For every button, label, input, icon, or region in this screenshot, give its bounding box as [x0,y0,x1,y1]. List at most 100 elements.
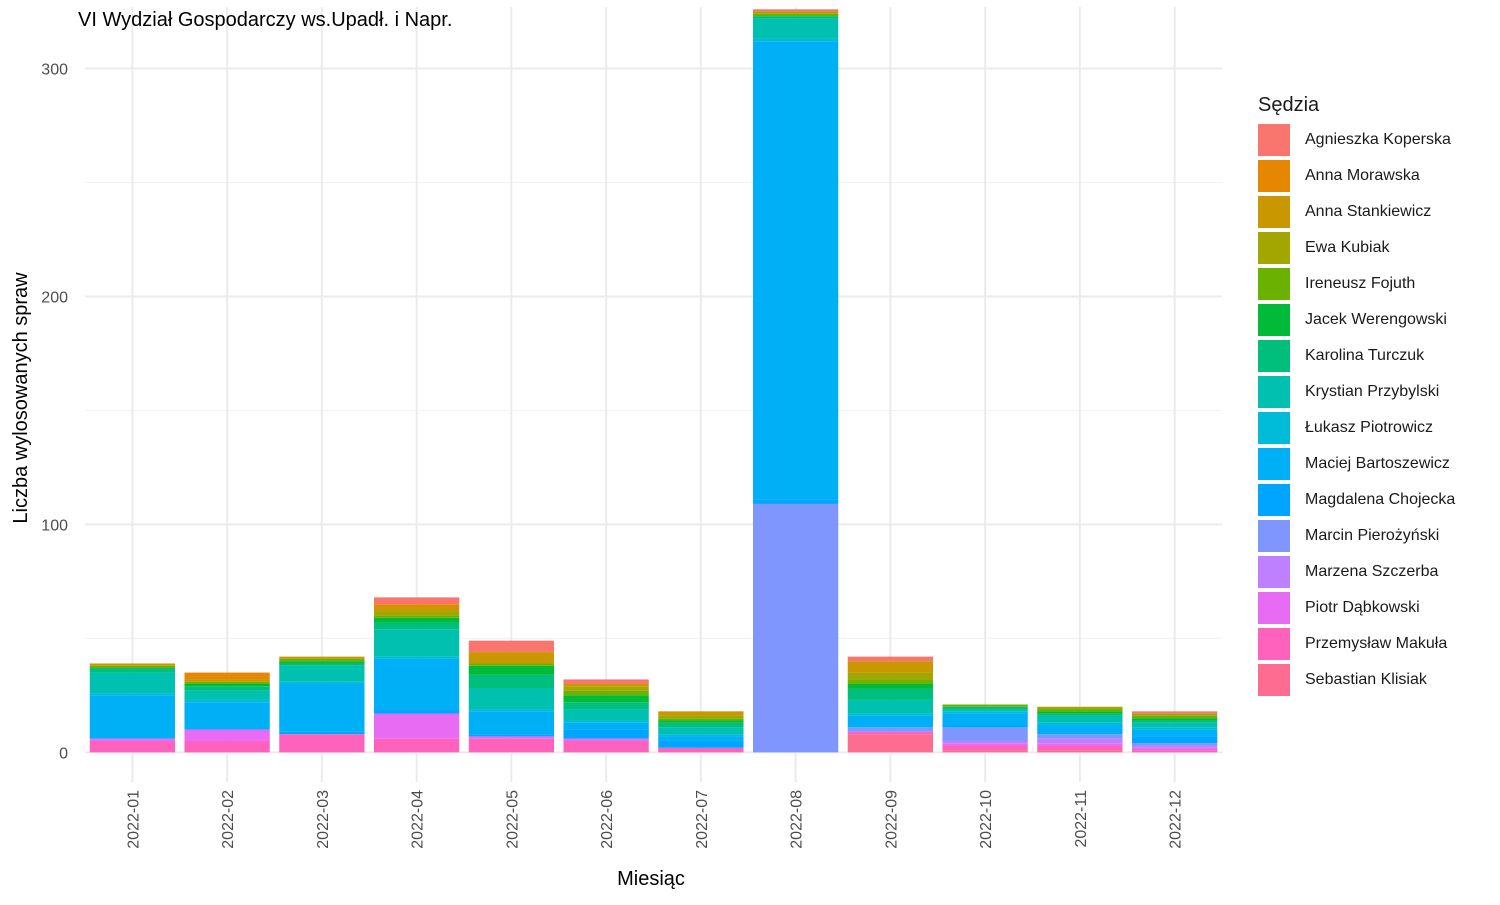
legend-label: Anna Morawska [1305,167,1420,184]
bar-segment [468,688,555,710]
bar-segment [373,615,460,618]
bar-segment [1131,715,1218,719]
bar-segment [468,738,555,753]
bar-segment [563,683,649,687]
legend-swatch [1258,196,1290,228]
bar-segment [468,674,555,689]
bar-segment [658,720,744,723]
bar-segment [1037,722,1123,726]
bar-segment [847,734,934,753]
bar-segment [563,702,649,710]
legend-swatch [1258,628,1290,660]
legend-swatch [1258,376,1290,408]
bar-segment [184,672,270,680]
bar-segment [847,688,934,700]
legend-swatch [1258,592,1290,624]
bar-segment [89,663,176,666]
bar-segment [658,747,744,753]
bar-segment [1131,711,1218,714]
legend-swatch [1258,448,1290,480]
legend-swatch [1258,268,1290,300]
x-tick-label: 2022-12 [1168,790,1185,849]
legend-item: Karolina Turczuk [1258,338,1498,374]
y-tick-label: 200 [41,289,68,306]
bar-segment [847,656,934,662]
bar-segment [942,745,1028,751]
bar-segment [468,734,555,737]
legend-label: Przemysław Makuła [1305,635,1448,652]
bar-segment [89,672,176,694]
bar-segment [89,668,176,673]
bar-segment [1131,718,1218,721]
bar-segment [1037,738,1123,744]
bar-segment [373,709,460,714]
legend-item: Marzena Szczerba [1258,554,1498,590]
chart-title: VI Wydział Gospodarczy ws.Upadł. i Napr. [78,9,452,31]
bar-segment [468,709,555,712]
legend-swatch [1258,304,1290,336]
x-tick-label: 2022-01 [125,790,142,849]
bar-segment [658,734,744,737]
bar-segment [468,665,555,675]
y-tick-label: 0 [59,745,68,762]
bar-segment [1131,745,1218,748]
x-tick-label: 2022-09 [883,790,900,849]
bar-segment [373,629,460,657]
legend-label: Agnieszka Koperska [1305,131,1451,148]
bar-segment [89,695,176,739]
bar-segment [279,658,365,662]
x-tick-label: 2022-07 [694,790,711,849]
bar-segment [563,679,649,684]
bar-segment [279,661,365,664]
bar-segment [1037,706,1123,710]
bar-segment [1037,709,1123,712]
bar-segment [373,604,460,607]
bar-segment [563,686,649,691]
legend-swatch [1258,124,1290,156]
legend-label: Magdalena Chojecka [1305,491,1456,508]
bar-segment [752,38,839,42]
bar-segment [184,686,270,691]
bar-segment [468,736,555,739]
bar-segment [847,727,934,732]
bar-segment [752,11,839,14]
y-axis-title: Liczba wylosowanych spraw [10,272,32,524]
legend-label: Sebastian Klisiak [1305,671,1427,688]
bar-segment [184,683,270,687]
bar-segment [184,702,270,730]
bar-segment [1037,713,1123,716]
bar-segment [847,713,934,716]
bar-segment [1131,722,1218,728]
bar-segment [373,622,460,630]
legend-swatch [1258,412,1290,444]
legend-item: Jacek Werengowski [1258,302,1498,338]
bar-segment [184,699,270,703]
x-tick-label: 2022-08 [789,790,806,849]
bar-segment [563,720,649,723]
bar-segment [563,740,649,753]
bar-segment [658,736,744,741]
legend-label: Jacek Werengowski [1305,311,1447,328]
legend-item: Marcin Pierożyński [1258,518,1498,554]
bar-segment [942,704,1028,707]
bar-segment [563,709,649,721]
bar-segment [373,656,460,659]
bar-segment [279,731,365,735]
bar-segment [1037,750,1123,753]
bar-segment [89,693,176,696]
bar-segment [658,711,744,716]
bar-segment [184,690,270,700]
bar-segment [658,722,744,728]
bar-segment [373,597,460,605]
legend-swatch [1258,160,1290,192]
legend-swatch [1258,556,1290,588]
bar-segment [1037,734,1123,739]
bar-segment [658,718,744,721]
bar-segment [373,738,460,753]
legend-item: Agnieszka Koperska [1258,122,1498,158]
legend-item: Maciej Bartoszewicz [1258,446,1498,482]
bar-segment [752,9,839,12]
bar-segment [184,740,270,753]
legend-item: Krystian Przybylski [1258,374,1498,410]
legend-label: Łukasz Piotrowicz [1305,419,1434,436]
